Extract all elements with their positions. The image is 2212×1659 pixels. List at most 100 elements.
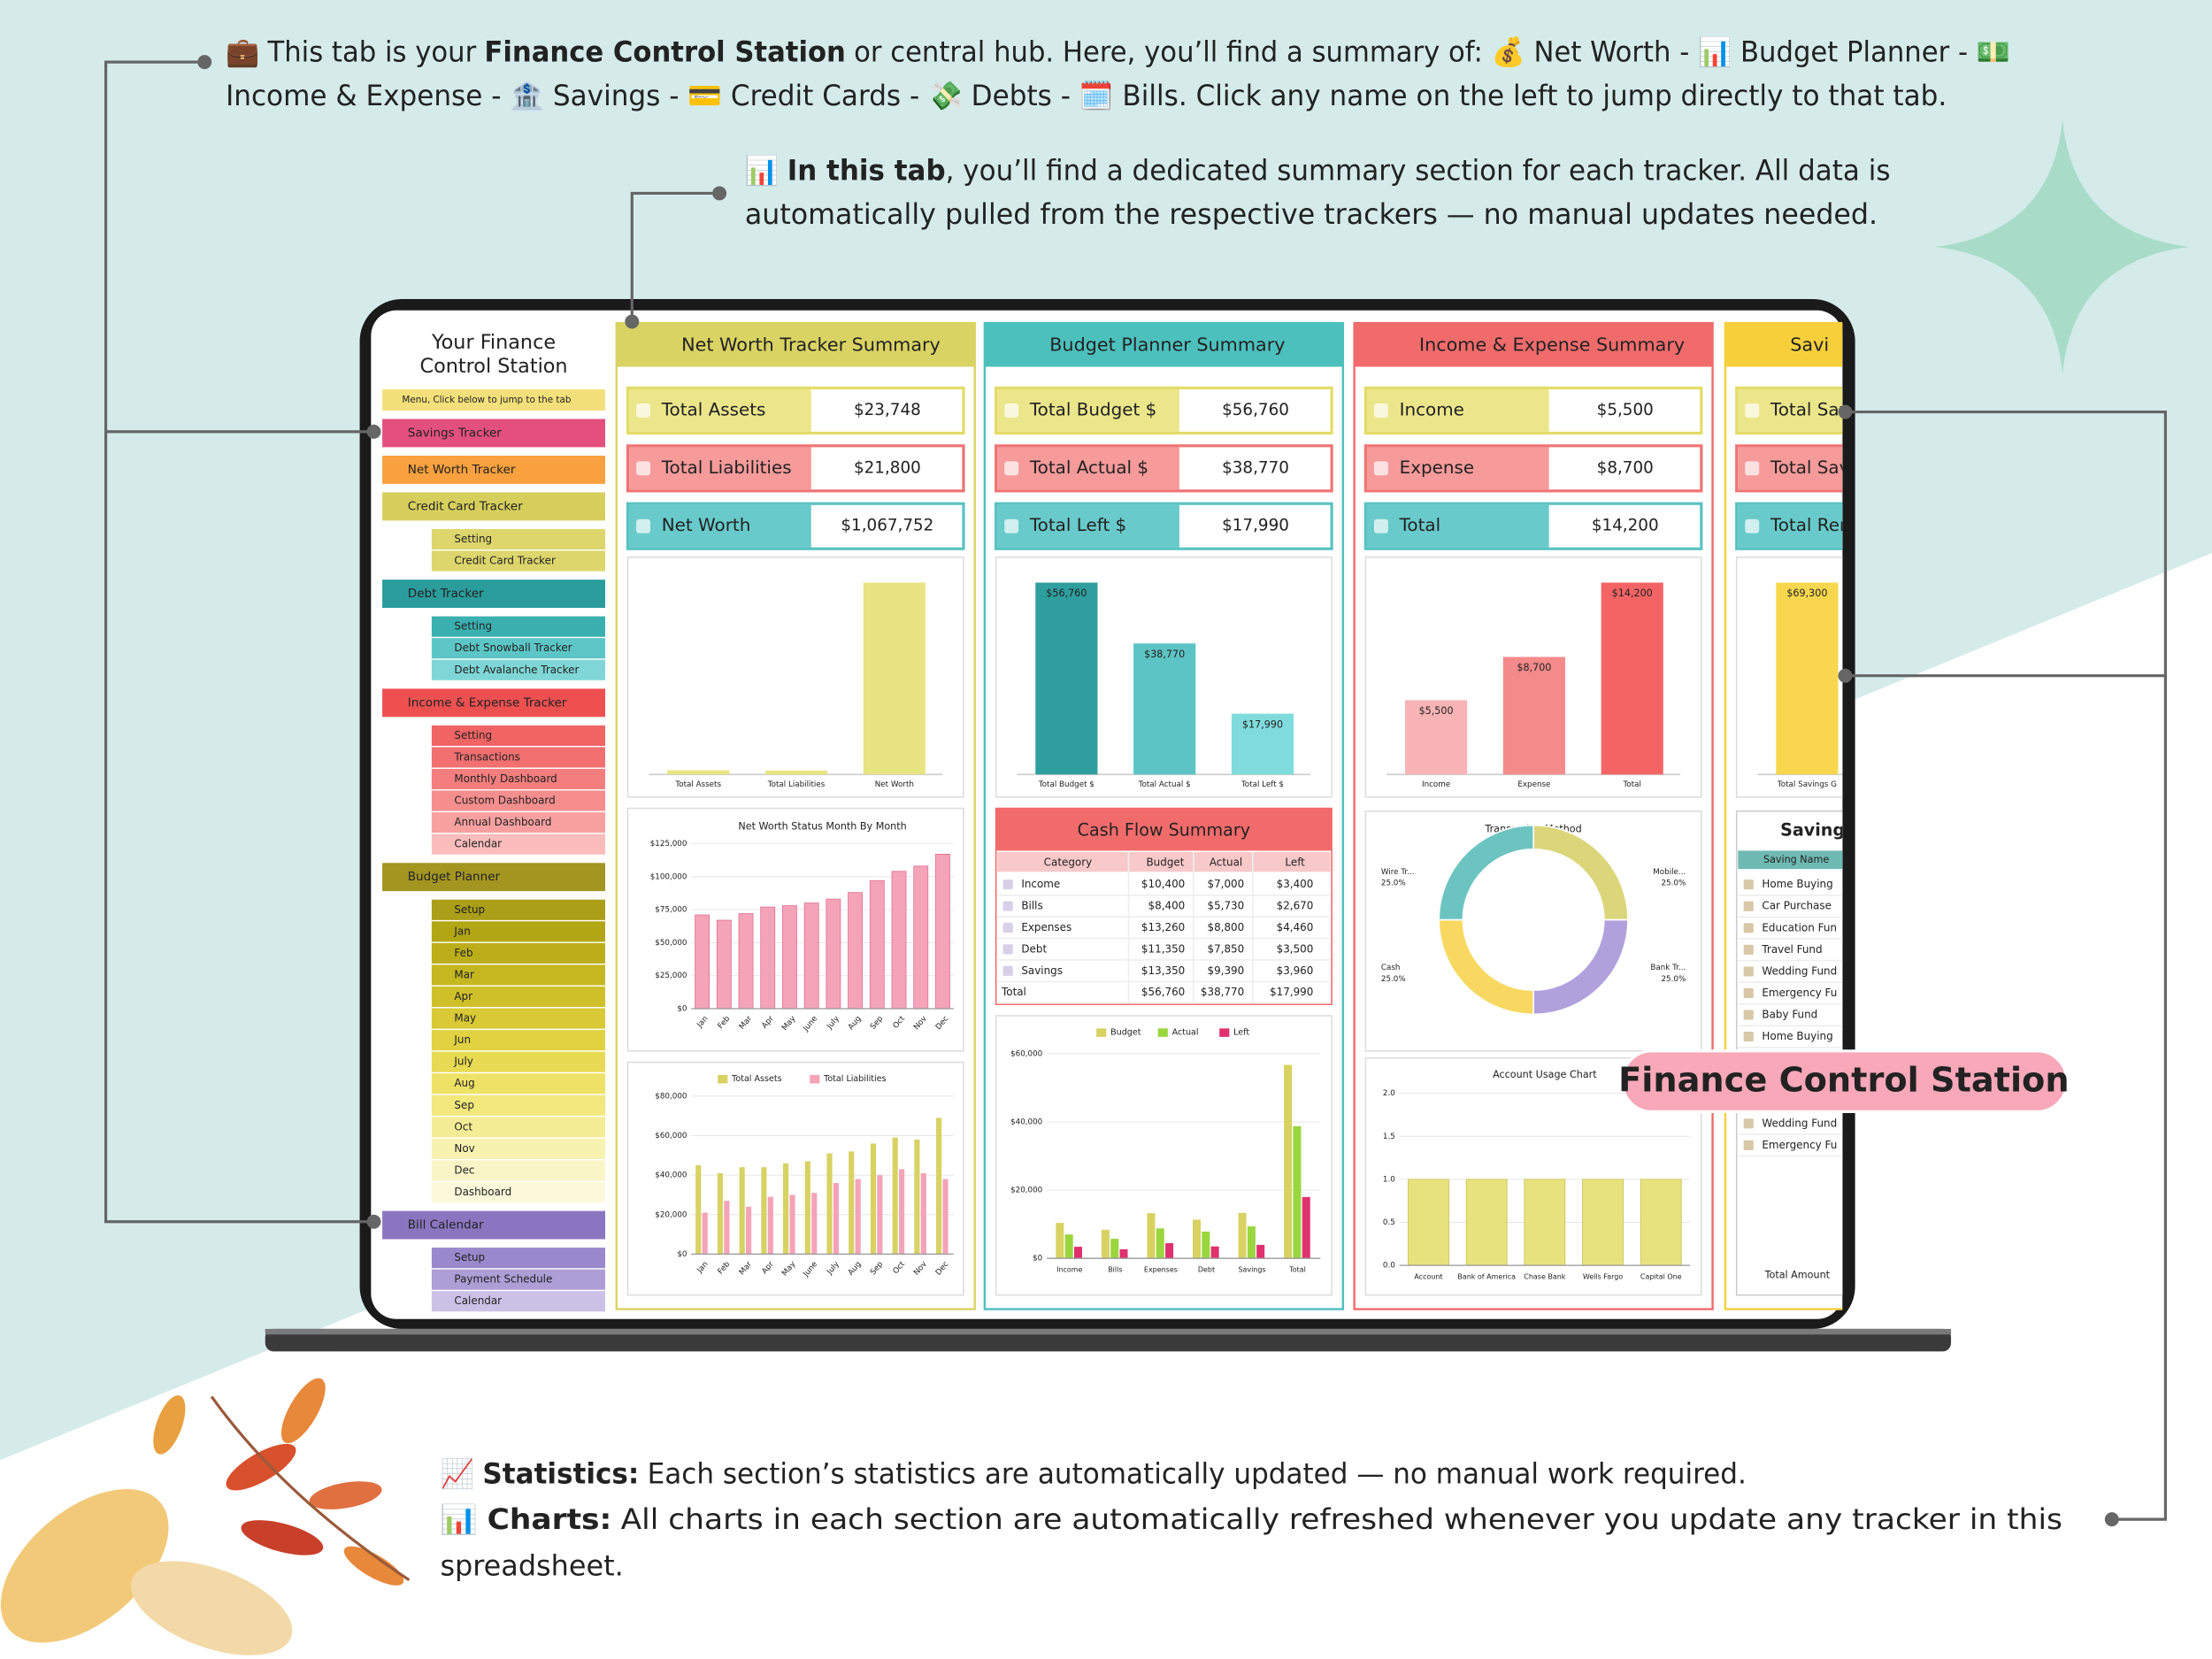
savings-panel: Savi Total Sav Total Sav Total Rem $69,300 To… bbox=[1724, 321, 1843, 1310]
list-item: Education Fun bbox=[1762, 921, 1837, 933]
bar bbox=[1582, 1179, 1624, 1266]
menu-subitem[interactable] bbox=[431, 833, 605, 855]
bar bbox=[920, 1172, 926, 1255]
menu-item[interactable] bbox=[382, 580, 605, 609]
menu-note-bar bbox=[382, 389, 605, 411]
summary-row-label: Net Worth bbox=[662, 515, 751, 535]
row-icon bbox=[1743, 966, 1754, 977]
table-cell: Savings bbox=[1021, 964, 1063, 977]
bar bbox=[1640, 1179, 1682, 1266]
summary-row-label: Total Left $ bbox=[1029, 515, 1126, 535]
row-icon bbox=[1002, 901, 1013, 911]
panel-header bbox=[984, 323, 1343, 367]
menu-subitem[interactable] bbox=[431, 921, 605, 942]
summary-row-label: Total Assets bbox=[661, 399, 766, 419]
menu-subitem[interactable] bbox=[431, 528, 605, 550]
menu-item[interactable] bbox=[382, 863, 605, 892]
badge bbox=[1620, 1049, 2069, 1113]
table-column-label: Category bbox=[1044, 856, 1093, 868]
menu-subitem[interactable] bbox=[431, 638, 605, 659]
summary-row-label: Total bbox=[1399, 515, 1440, 535]
y-tick-label: $80,000 bbox=[655, 1092, 687, 1101]
bar-value-label: $5,500 bbox=[1419, 705, 1454, 717]
menu-subitem[interactable] bbox=[431, 986, 605, 1008]
bar bbox=[1231, 713, 1294, 775]
menu-item[interactable] bbox=[382, 1210, 605, 1240]
y-tick-label: $100,000 bbox=[650, 872, 687, 881]
table-cell: $3,500 bbox=[1277, 942, 1314, 955]
panel-title: Income & Expense Summary bbox=[1419, 334, 1685, 356]
menu-subitem[interactable] bbox=[431, 1291, 605, 1312]
menu-subitem[interactable] bbox=[431, 768, 605, 790]
menu-subitem[interactable] bbox=[431, 899, 605, 920]
menu-subitem[interactable] bbox=[431, 964, 605, 986]
menu-subitem-label: Payment Schedule bbox=[454, 1273, 552, 1286]
callout-post: Each section’s statistics are automatica… bbox=[648, 1457, 1747, 1491]
table-column-label: Budget bbox=[1146, 856, 1184, 868]
row-icon bbox=[1743, 1118, 1754, 1129]
panel-title: Savi bbox=[1790, 334, 1829, 356]
menu-item[interactable] bbox=[382, 492, 605, 521]
table-header bbox=[995, 808, 1333, 851]
callout-bold: In this tab bbox=[787, 154, 946, 188]
table-cell: $56,760 bbox=[1141, 986, 1185, 998]
summary-row-value: $8,700 bbox=[1597, 458, 1654, 477]
menu-subitem[interactable] bbox=[431, 1094, 605, 1116]
menu-subitem[interactable] bbox=[431, 1117, 605, 1138]
menu-item-label: Debt Tracker bbox=[408, 587, 484, 601]
table-column-header bbox=[997, 852, 1331, 872]
menu-subitem[interactable] bbox=[431, 747, 605, 768]
bar-value-label: $14,200 bbox=[1612, 588, 1653, 599]
summary-row-value: $56,760 bbox=[1222, 401, 1289, 419]
slice-value-label: 25.0% bbox=[1381, 879, 1406, 888]
table-cell: Debt bbox=[1021, 942, 1047, 955]
menu-item[interactable] bbox=[382, 455, 605, 484]
row-icon bbox=[1373, 403, 1388, 418]
chart-box bbox=[626, 1061, 964, 1296]
menu-subitem[interactable] bbox=[431, 942, 605, 964]
menu-subitem[interactable] bbox=[431, 616, 605, 637]
menu-item[interactable] bbox=[382, 419, 605, 448]
menu-subitem[interactable] bbox=[431, 1181, 605, 1203]
menu-subitem[interactable] bbox=[431, 1051, 605, 1072]
bar bbox=[782, 905, 797, 1010]
menu-subitem[interactable] bbox=[431, 1073, 605, 1094]
bar bbox=[738, 913, 754, 1010]
bar bbox=[869, 879, 885, 1010]
menu-subitem[interactable] bbox=[431, 1269, 605, 1290]
row-icon bbox=[1743, 901, 1754, 911]
bar bbox=[1110, 1239, 1119, 1259]
menu-subitem[interactable] bbox=[431, 1138, 605, 1159]
bar bbox=[804, 1161, 810, 1255]
bar-category-label: Expense bbox=[1517, 780, 1550, 789]
bar bbox=[1119, 1248, 1128, 1259]
menu-subitem[interactable] bbox=[431, 725, 605, 746]
bar bbox=[803, 902, 819, 1010]
panel-header bbox=[616, 323, 975, 367]
chart-title: Net Worth Status Month By Month bbox=[738, 820, 906, 832]
menu-subitem[interactable] bbox=[431, 1160, 605, 1181]
bar bbox=[716, 919, 732, 1010]
menu-subitem[interactable] bbox=[431, 790, 605, 811]
menu-subitem[interactable] bbox=[431, 659, 605, 680]
y-tick-label: 0.0 bbox=[1383, 1262, 1395, 1271]
legend-swatch bbox=[1157, 1028, 1168, 1037]
bar bbox=[913, 865, 929, 1010]
menu-subitem[interactable] bbox=[431, 550, 605, 572]
menu-subitem[interactable] bbox=[431, 1030, 605, 1051]
bar bbox=[870, 1143, 877, 1255]
y-tick-label: $20,000 bbox=[655, 1210, 687, 1219]
connectors bbox=[104, 60, 2167, 1521]
bar bbox=[1056, 1223, 1064, 1259]
menu-subitem-label: Debt Snowball Tracker bbox=[454, 641, 572, 654]
row-icon bbox=[1743, 1140, 1754, 1150]
menu-subitem[interactable] bbox=[431, 1008, 605, 1029]
menu-subitem[interactable] bbox=[431, 1248, 605, 1269]
bar bbox=[1165, 1243, 1174, 1259]
menu-item[interactable] bbox=[382, 688, 605, 718]
bar bbox=[783, 1163, 789, 1255]
bar bbox=[746, 1206, 752, 1255]
bar bbox=[892, 1137, 898, 1255]
menu-subitem[interactable] bbox=[431, 812, 605, 833]
